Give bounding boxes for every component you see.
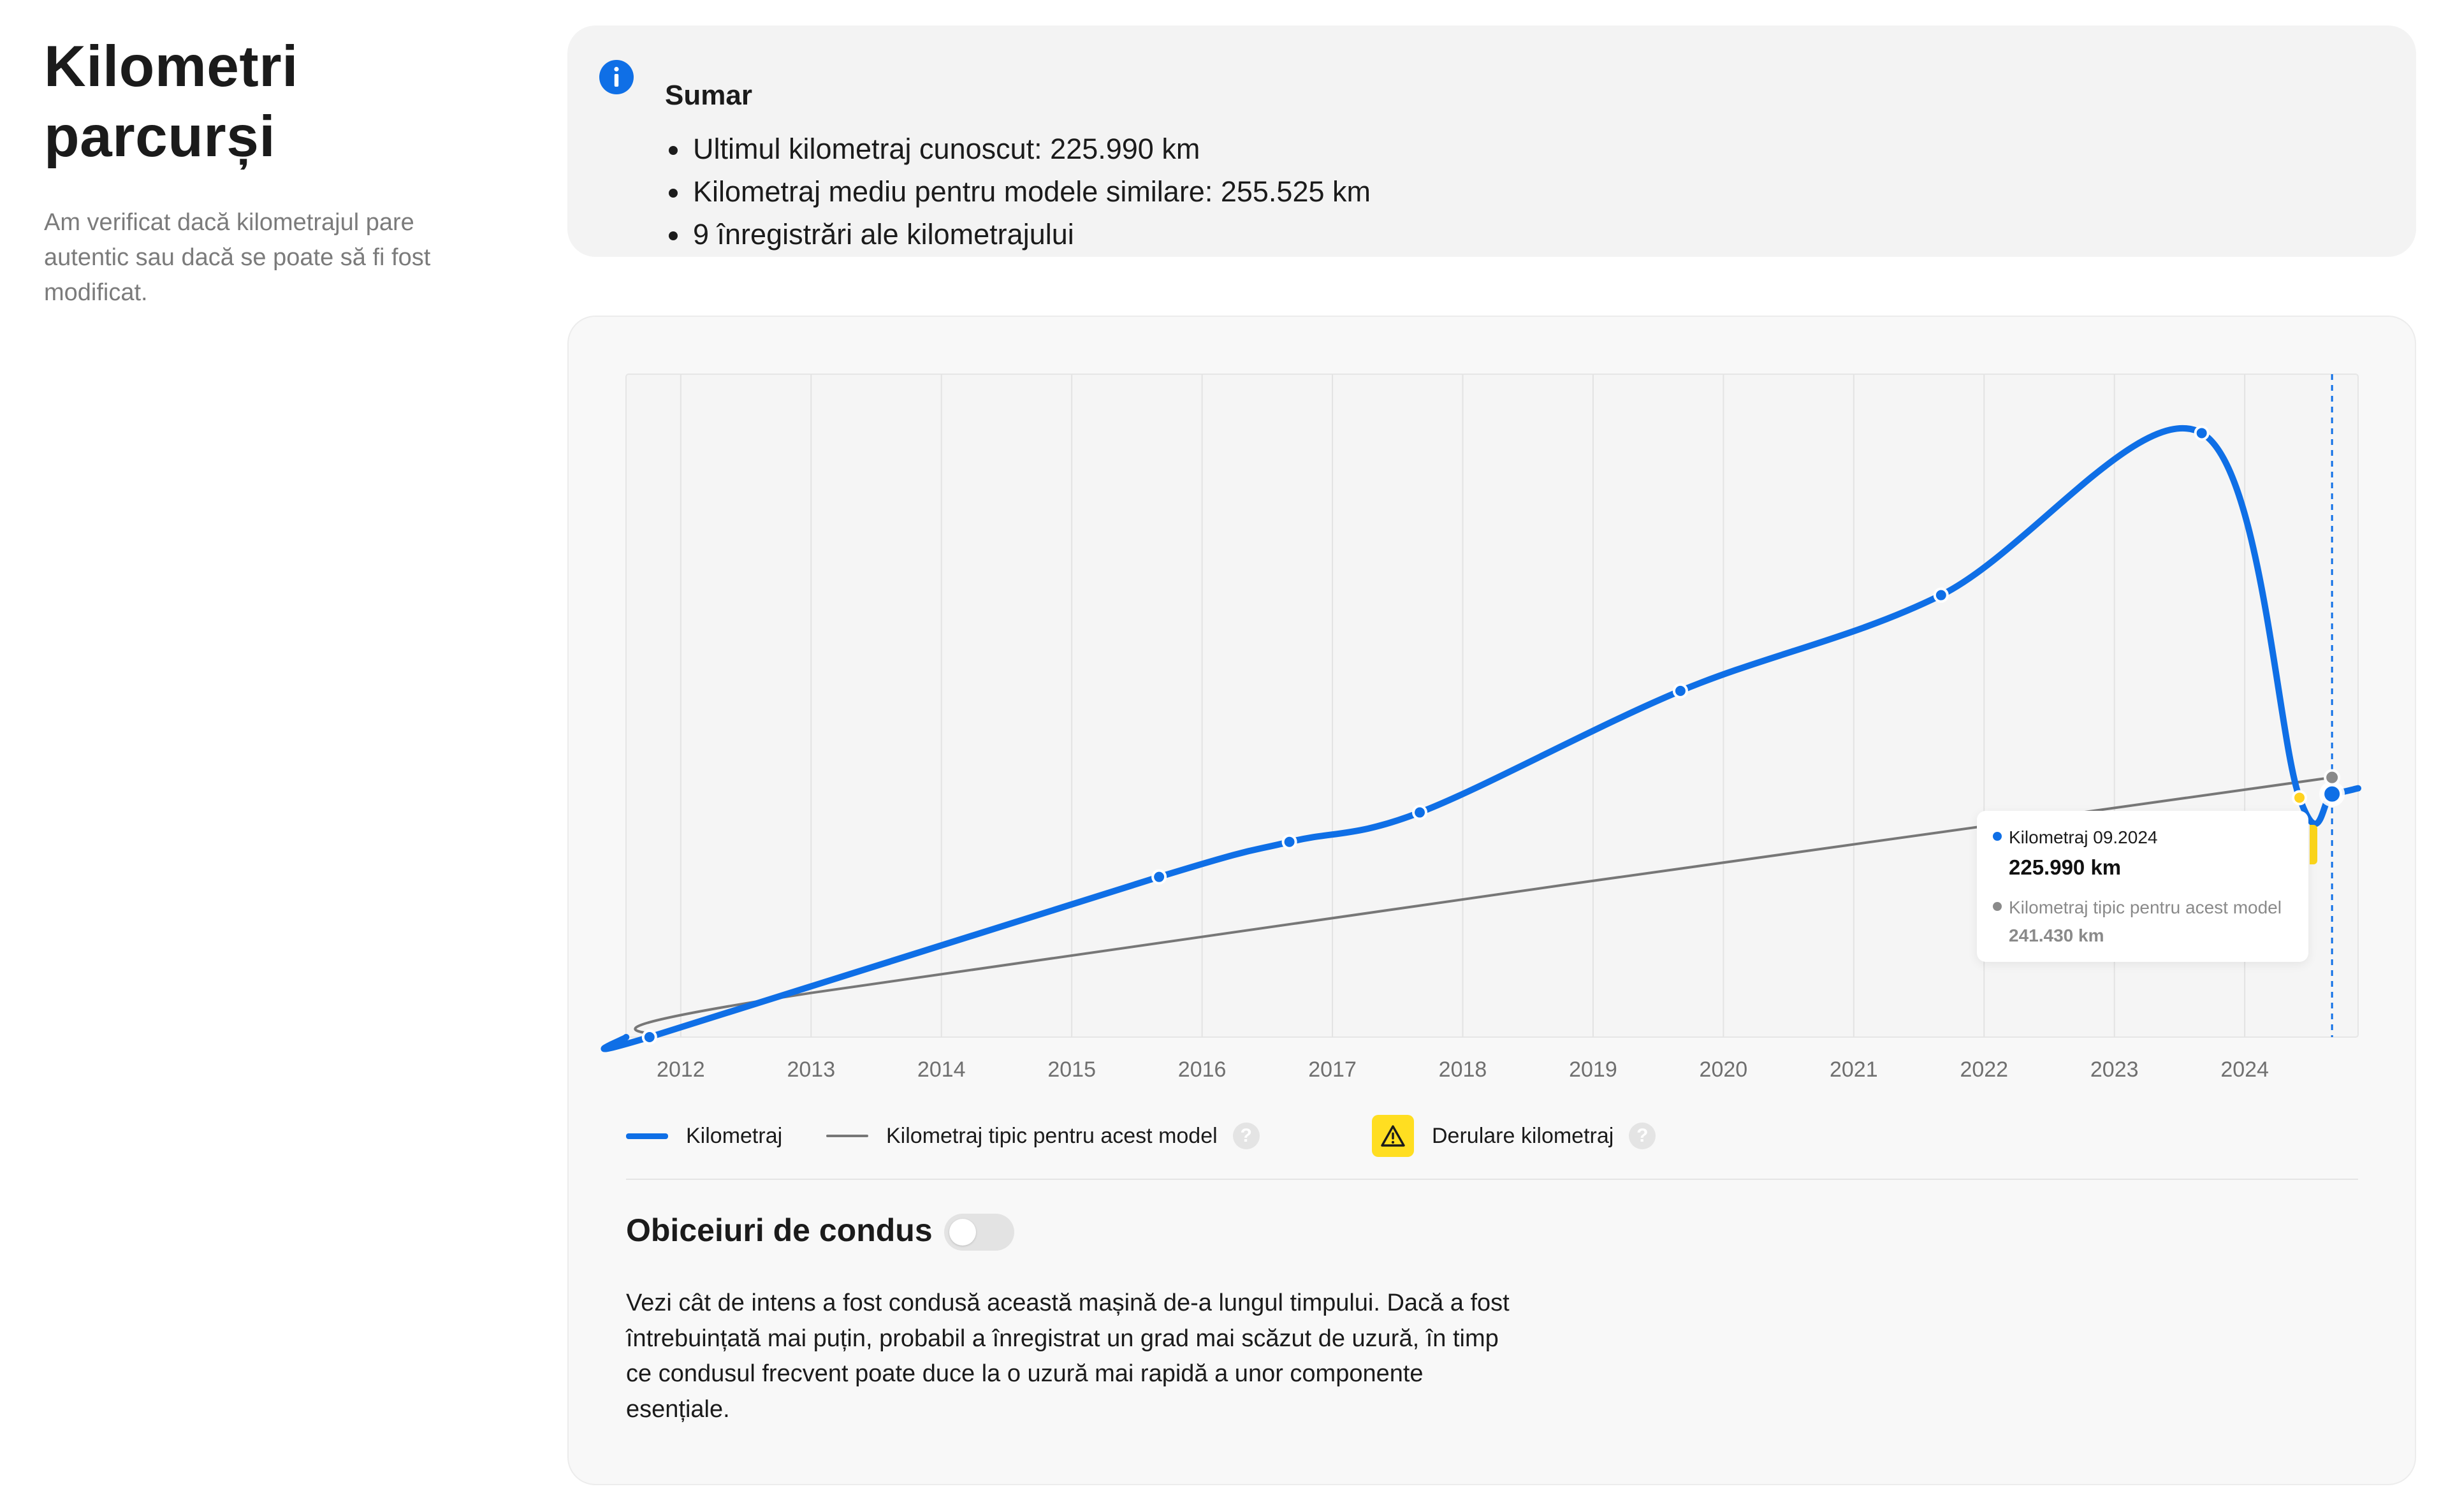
x-tick-label: 2023 xyxy=(2090,1058,2139,1082)
tooltip-mileage-value: 225.990 km xyxy=(2009,855,2122,879)
data-point[interactable] xyxy=(1151,869,1167,885)
habits-title: Obiceiuri de condus xyxy=(626,1212,933,1248)
data-point[interactable] xyxy=(1933,587,1949,603)
x-tick-label: 2022 xyxy=(1960,1058,2008,1082)
typical-end-point[interactable] xyxy=(2324,769,2341,786)
legend-item-typical[interactable]: Kilometraj tipic pentru acest model ? xyxy=(826,1114,1260,1158)
chart-tooltip: Kilometraj 09.2024 225.990 km Kilometraj… xyxy=(1977,811,2308,962)
summary-item: Ultimul kilometraj cunoscut: 225.990 km xyxy=(665,127,1371,170)
data-point[interactable] xyxy=(1672,683,1688,699)
page-subtitle: Am verificat dacă kilometrajul pare aute… xyxy=(44,209,431,306)
toggle-knob[interactable] xyxy=(949,1219,976,1246)
data-point[interactable] xyxy=(1412,804,1428,820)
x-tick-label: 2017 xyxy=(1308,1058,1357,1082)
summary-item: Kilometraj mediu pentru modele similare:… xyxy=(665,170,1371,213)
x-tick-label: 2013 xyxy=(787,1058,835,1082)
x-tick-label: 2024 xyxy=(2220,1058,2269,1082)
legend-item-rollback[interactable]: Derulare kilometraj ? xyxy=(1372,1114,1656,1158)
legend-typical-label: Kilometraj tipic pentru acest model xyxy=(886,1123,1218,1148)
x-tick-label: 2021 xyxy=(1830,1058,1878,1082)
help-icon[interactable]: ? xyxy=(1232,1123,1260,1149)
page-title: Kilometri parcurși xyxy=(44,34,298,169)
x-tick-label: 2015 xyxy=(1047,1058,1096,1082)
tooltip-mileage-dot xyxy=(1993,832,2002,841)
chart-legend: Kilometraj Kilometraj tipic pentru acest… xyxy=(626,1114,1774,1158)
legend-item-mileage[interactable]: Kilometraj xyxy=(626,1114,782,1158)
data-point[interactable] xyxy=(641,1029,657,1045)
summary-list: Ultimul kilometraj cunoscut: 225.990 km … xyxy=(665,127,1371,256)
x-tick-label: 2014 xyxy=(917,1058,966,1082)
x-tick-label: 2018 xyxy=(1439,1058,1487,1082)
active-data-point[interactable] xyxy=(2322,783,2343,804)
summary-item: 9 înregistrări ale kilometrajului xyxy=(665,213,1371,256)
x-tick-label: 2020 xyxy=(1700,1058,1748,1082)
tooltip-typical-value: 241.430 km xyxy=(2009,926,2104,945)
legend-rollback-label: Derulare kilometraj xyxy=(1432,1123,1614,1148)
tooltip-typical-dot xyxy=(1993,902,2002,911)
data-point[interactable] xyxy=(2194,425,2210,441)
series-line-mileage xyxy=(601,425,2361,1052)
help-icon[interactable]: ? xyxy=(1629,1123,1656,1149)
page-header: Kilometri parcurși Am verificat dacă kil… xyxy=(44,32,528,310)
summary-panel: Sumar Ultimul kilometraj cunoscut: 225.9… xyxy=(567,25,2416,257)
summary-title: Sumar xyxy=(665,80,752,111)
x-tick-label: 2012 xyxy=(657,1058,705,1082)
x-tick-label: 2019 xyxy=(1569,1058,1617,1082)
warning-point[interactable] xyxy=(2292,790,2308,806)
habits-description: Vezi cât de intens a fost condusă aceast… xyxy=(626,1290,1510,1423)
tooltip-mileage-label: Kilometraj 09.2024 xyxy=(2009,827,2158,847)
divider xyxy=(626,1179,2358,1180)
tooltip-warning-flag xyxy=(2310,825,2317,864)
info-icon xyxy=(599,60,634,94)
plot-area xyxy=(625,374,2359,1038)
habits-toggle[interactable] xyxy=(944,1214,1014,1251)
x-tick-label: 2016 xyxy=(1178,1058,1227,1082)
data-point[interactable] xyxy=(1281,834,1297,850)
mileage-chart-card: 2012 2013 2014 2015 2016 2017 2018 2019 2020 2021… xyxy=(567,316,2416,1485)
mileage-chart[interactable]: 2012 2013 2014 2015 2016 2017 2018 2019 2020 2021… xyxy=(569,317,2417,1107)
legend-typical-swatch xyxy=(826,1135,868,1137)
tooltip-typical-label: Kilometraj tipic pentru acest model xyxy=(2009,898,2282,917)
legend-mileage-label: Kilometraj xyxy=(686,1123,783,1148)
legend-mileage-swatch xyxy=(626,1133,668,1139)
warning-icon xyxy=(1372,1115,1414,1157)
